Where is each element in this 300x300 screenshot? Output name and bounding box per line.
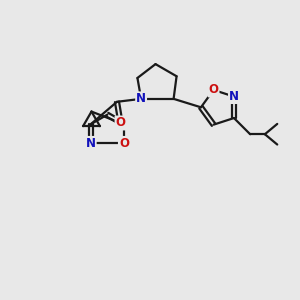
Text: N: N [229,90,239,103]
Text: O: O [116,116,125,130]
Text: O: O [208,83,219,96]
Text: O: O [119,137,129,150]
Text: N: N [86,137,96,150]
Text: N: N [136,92,146,105]
